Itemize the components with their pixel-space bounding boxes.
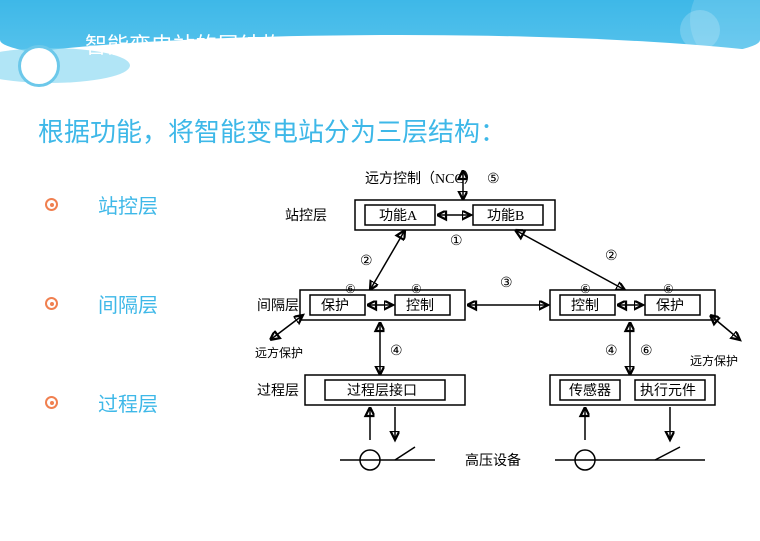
funcA: 功能A bbox=[379, 208, 418, 224]
badge-circle bbox=[18, 45, 60, 87]
num2b: ② bbox=[605, 249, 618, 264]
protectL: 保护 bbox=[321, 298, 349, 314]
funcB: 功能B bbox=[487, 208, 524, 224]
num6c: ⑥ bbox=[580, 282, 591, 296]
num4b: ④ bbox=[605, 344, 618, 359]
top-label: 远方控制（NCC） bbox=[365, 171, 478, 187]
num6e: ⑥ bbox=[640, 344, 653, 359]
remoteR: 远方保护 bbox=[690, 353, 738, 368]
bullet-item: 过程层 bbox=[45, 388, 225, 417]
controlL: 控制 bbox=[406, 298, 434, 314]
bullet-item: 站控层 bbox=[45, 190, 225, 219]
bullet-list: 站控层 间隔层 过程层 bbox=[45, 190, 225, 487]
num3: ③ bbox=[500, 276, 513, 291]
remoteL: 远方保护 bbox=[255, 345, 303, 360]
interface: 过程层接口 bbox=[347, 382, 417, 399]
actuator: 执行元件 bbox=[640, 383, 696, 399]
num6b: ⑥ bbox=[411, 282, 422, 296]
num2a: ② bbox=[360, 254, 373, 269]
bullet-icon bbox=[45, 198, 58, 211]
main-title: 根据功能，将智能变电站分为三层结构： bbox=[38, 112, 506, 149]
num6a: ⑥ bbox=[345, 282, 356, 296]
bullet-label: 间隔层 bbox=[98, 289, 158, 318]
architecture-diagram: 远方控制（NCC） ⑤ 功能A 功能B 站控层 ① ② ② 保护 控制 间隔层 … bbox=[255, 165, 745, 525]
sensor: 传感器 bbox=[569, 382, 611, 399]
hv-label: 高压设备 bbox=[465, 452, 521, 469]
protectR: 保护 bbox=[656, 298, 684, 314]
num4a: ④ bbox=[390, 344, 403, 359]
bullet-icon bbox=[45, 297, 58, 310]
row1-label: 站控层 bbox=[285, 208, 327, 224]
num1: ① bbox=[450, 234, 463, 249]
bullet-label: 过程层 bbox=[98, 388, 158, 417]
num5: ⑤ bbox=[487, 172, 500, 187]
bullet-label: 站控层 bbox=[98, 190, 158, 219]
num6d: ⑥ bbox=[663, 282, 674, 296]
controlR: 控制 bbox=[571, 298, 599, 314]
slide-title: 智能变电站的层结构 bbox=[85, 28, 283, 60]
bullet-item: 间隔层 bbox=[45, 289, 225, 318]
row3-label: 过程层 bbox=[257, 383, 299, 399]
row2-label: 间隔层 bbox=[257, 298, 299, 314]
bullet-icon bbox=[45, 396, 58, 409]
